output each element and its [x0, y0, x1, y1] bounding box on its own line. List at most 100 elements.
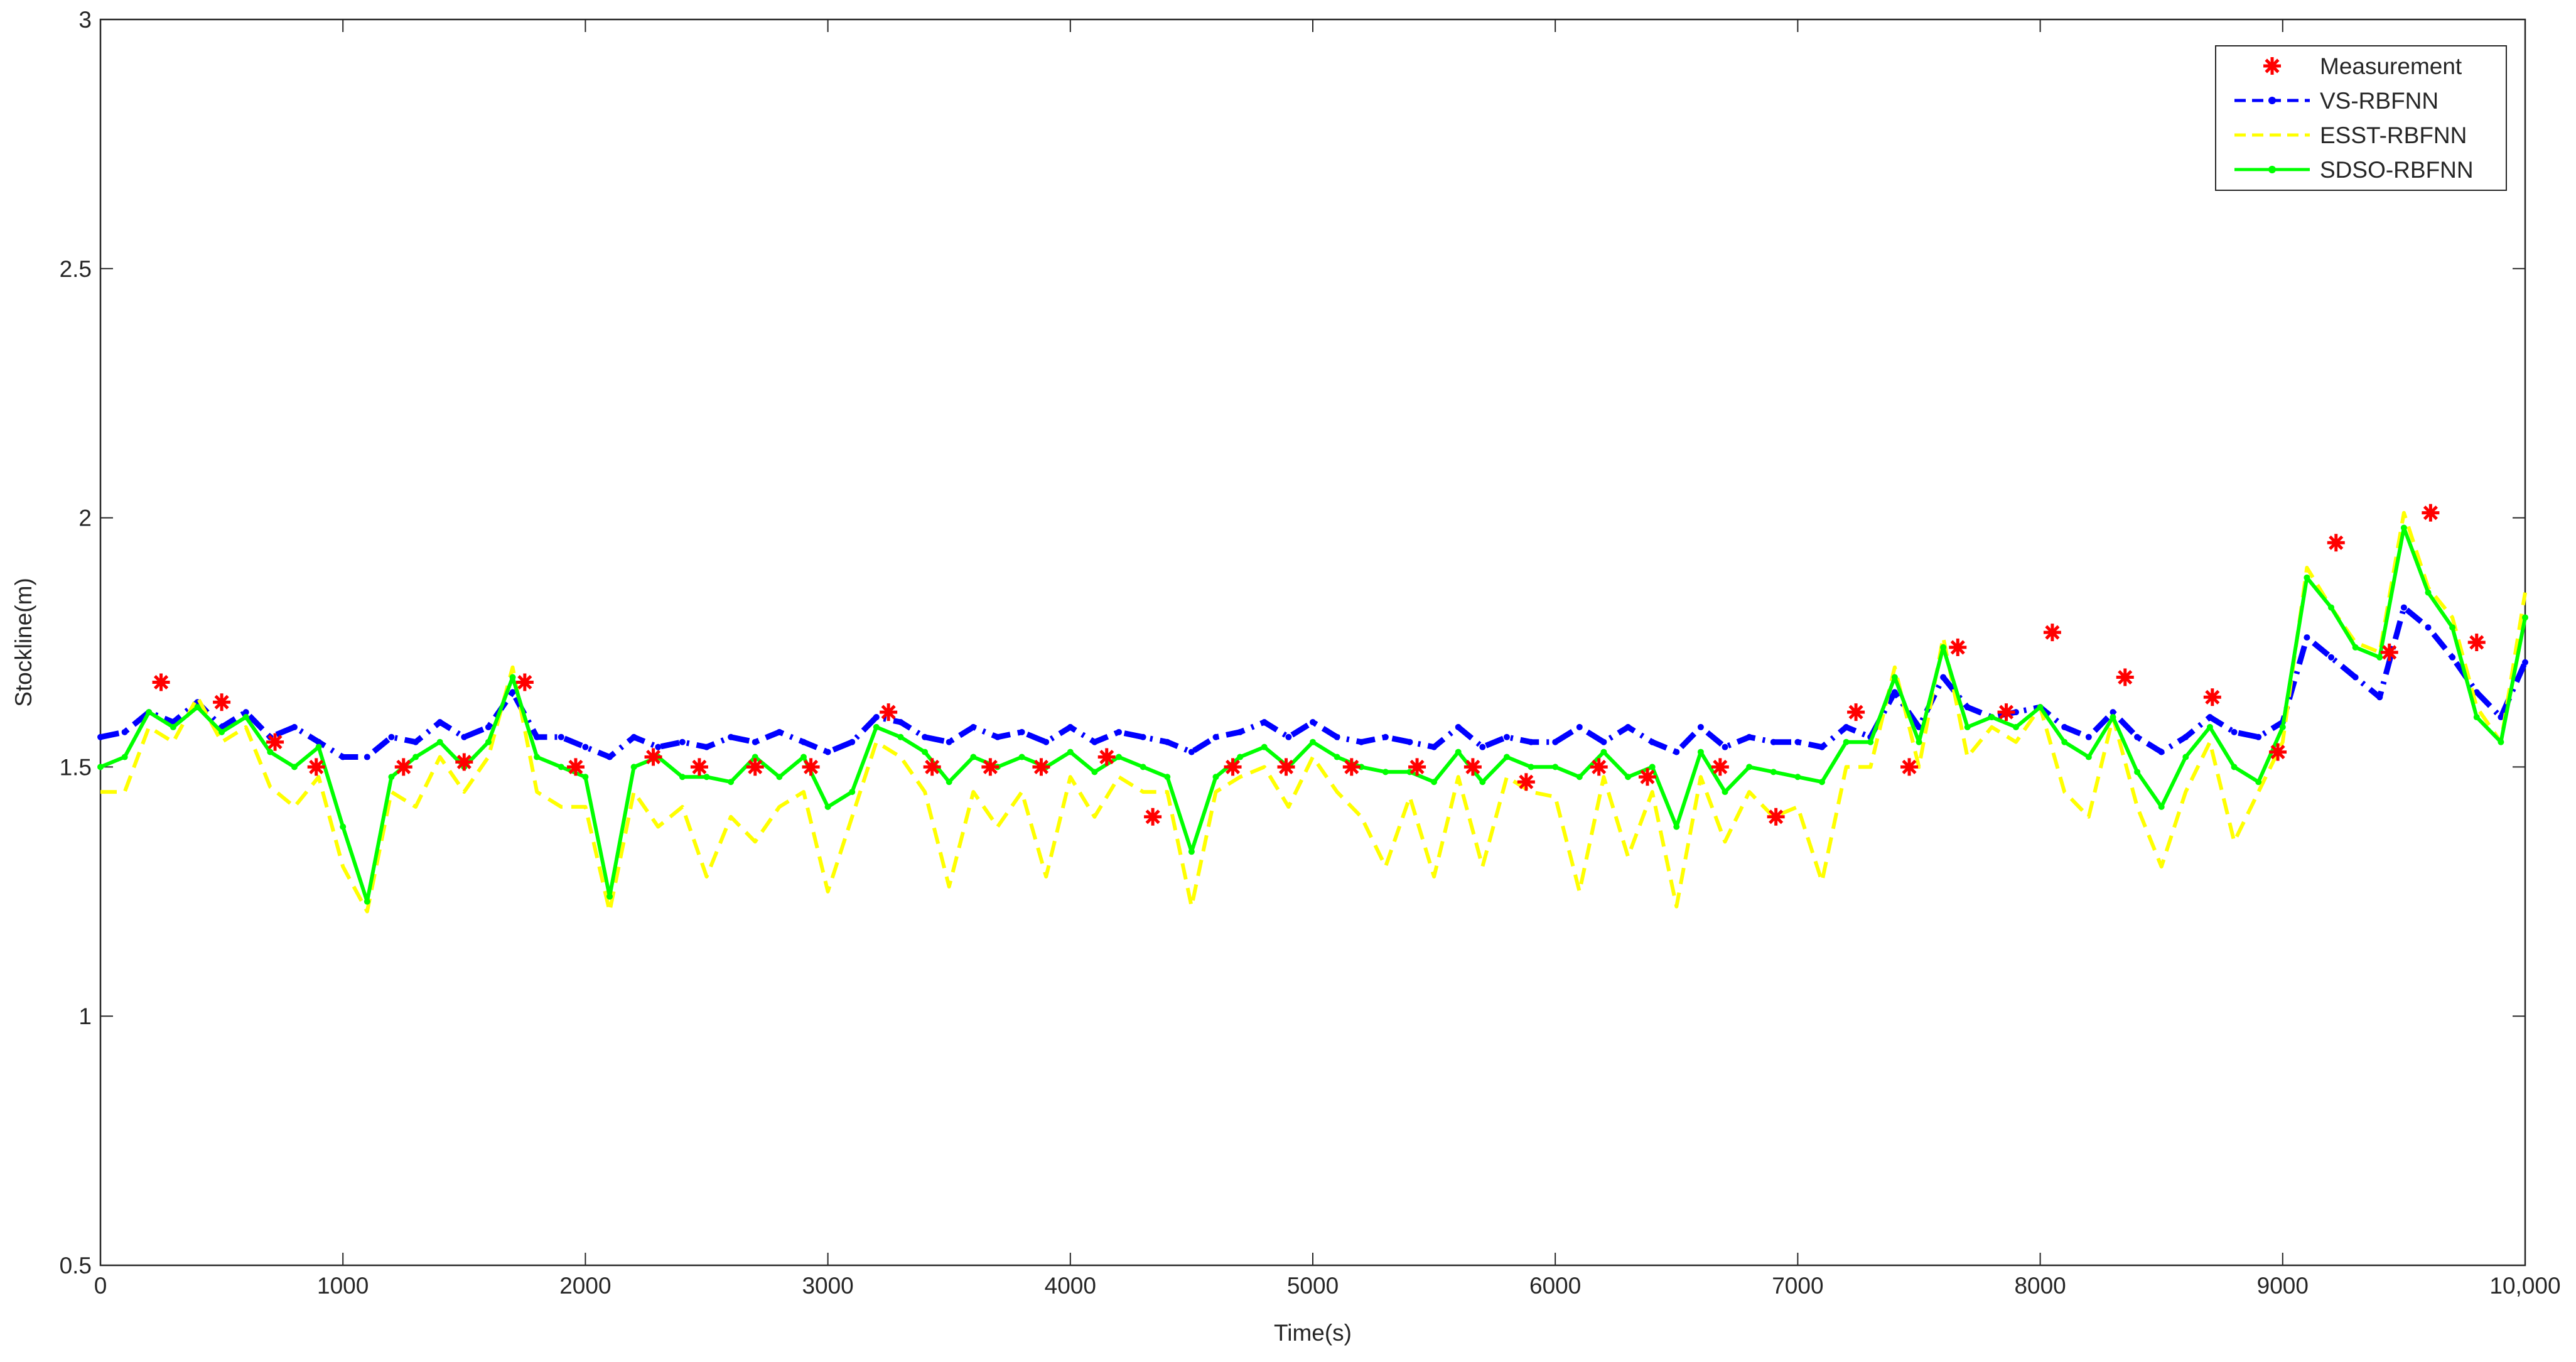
series-point — [1503, 733, 1510, 740]
series-point — [703, 774, 710, 781]
series-point — [922, 733, 929, 740]
series-point — [1164, 774, 1171, 781]
series-point — [1746, 733, 1753, 740]
series-point — [1212, 733, 1219, 740]
series-point — [2352, 644, 2359, 651]
legend-label: Measurement — [2320, 53, 2462, 79]
measurement-point — [455, 753, 473, 771]
series-point — [97, 764, 104, 770]
series-point — [2110, 709, 2116, 716]
series-point — [2400, 604, 2407, 611]
series-point — [1649, 764, 1656, 770]
series-point — [340, 754, 347, 760]
series-point — [97, 733, 104, 740]
series-point — [1891, 689, 1898, 696]
legend-symbol — [2268, 97, 2276, 104]
series-point — [1431, 743, 1438, 750]
series-3 — [97, 524, 2528, 905]
series-point — [776, 774, 783, 781]
series-point — [1091, 769, 1098, 776]
series-point — [1237, 728, 1244, 735]
measurement-point — [1097, 748, 1116, 766]
measurement-point — [1949, 638, 1967, 656]
measurement-point — [515, 673, 534, 691]
series-point — [1188, 749, 1195, 755]
measurement-point — [2203, 688, 2221, 706]
series-point — [1382, 769, 1389, 776]
series-point — [2498, 714, 2504, 721]
series-point — [1649, 738, 1656, 745]
series-point — [1479, 743, 1486, 750]
series-point — [2061, 738, 2068, 745]
series-point — [2255, 779, 2262, 786]
x-tick-label: 6000 — [1529, 1273, 1581, 1299]
series-point — [1406, 738, 1413, 745]
series-point — [1625, 723, 1632, 730]
series-point — [582, 774, 589, 781]
series-point — [752, 738, 758, 745]
series-point — [994, 733, 1001, 740]
measurement-point — [1900, 758, 1919, 776]
x-tick-label: 2000 — [559, 1273, 611, 1299]
measurement-point — [746, 758, 764, 776]
series-point — [728, 733, 735, 740]
series-point — [1576, 723, 1583, 730]
series-point — [315, 743, 322, 750]
series-point — [2279, 723, 2286, 730]
legend-symbol — [2263, 57, 2281, 75]
series-point — [1310, 738, 1316, 745]
series-point — [170, 723, 176, 730]
series-point — [922, 749, 929, 755]
series-point — [776, 728, 783, 735]
series-point — [1722, 789, 1728, 796]
series-point — [2376, 694, 2383, 701]
measurement-point — [566, 758, 585, 776]
series-point — [509, 674, 516, 681]
series-point — [2400, 524, 2407, 531]
series-point — [2352, 674, 2359, 681]
series-point — [364, 754, 370, 760]
series-point — [606, 893, 613, 900]
series-point — [340, 823, 347, 830]
series-point — [1091, 738, 1098, 745]
series-point — [2206, 714, 2213, 721]
series-point — [1018, 754, 1025, 760]
series-point — [1479, 779, 1486, 786]
series-point — [849, 738, 856, 745]
series-point — [1697, 749, 1704, 755]
series-point — [2231, 728, 2238, 735]
measurement-point — [802, 758, 820, 776]
series-point — [485, 738, 492, 745]
x-tick-label: 9000 — [2257, 1273, 2309, 1299]
measurement-point — [1847, 703, 1865, 722]
series-point — [2304, 634, 2310, 641]
series-point — [849, 789, 856, 796]
series-point — [291, 764, 298, 770]
measurement-point — [2269, 743, 2287, 761]
measurement-point — [2467, 634, 2486, 651]
series-point — [121, 754, 128, 760]
series-point — [2449, 654, 2456, 661]
series-point — [2328, 604, 2335, 611]
series-point — [2134, 769, 2141, 776]
series-point — [2425, 589, 2432, 596]
series-point — [582, 743, 589, 750]
series-point — [1503, 754, 1510, 760]
series-point — [2522, 659, 2528, 666]
series-point — [242, 714, 249, 721]
measurement-point — [266, 733, 284, 751]
measurement-point — [1032, 758, 1050, 776]
series-point — [1334, 754, 1340, 760]
series-point — [1261, 718, 1268, 725]
series-point — [2304, 574, 2310, 581]
series-point — [946, 738, 952, 745]
legend-label: VS-RBFNN — [2320, 88, 2439, 114]
series-point — [2473, 714, 2480, 721]
series-point — [824, 749, 831, 755]
series-point — [412, 754, 419, 760]
series-point — [2182, 754, 2189, 760]
series-point — [1552, 764, 1559, 770]
measurement-point — [1590, 758, 1608, 776]
legend-symbol — [2268, 166, 2276, 173]
